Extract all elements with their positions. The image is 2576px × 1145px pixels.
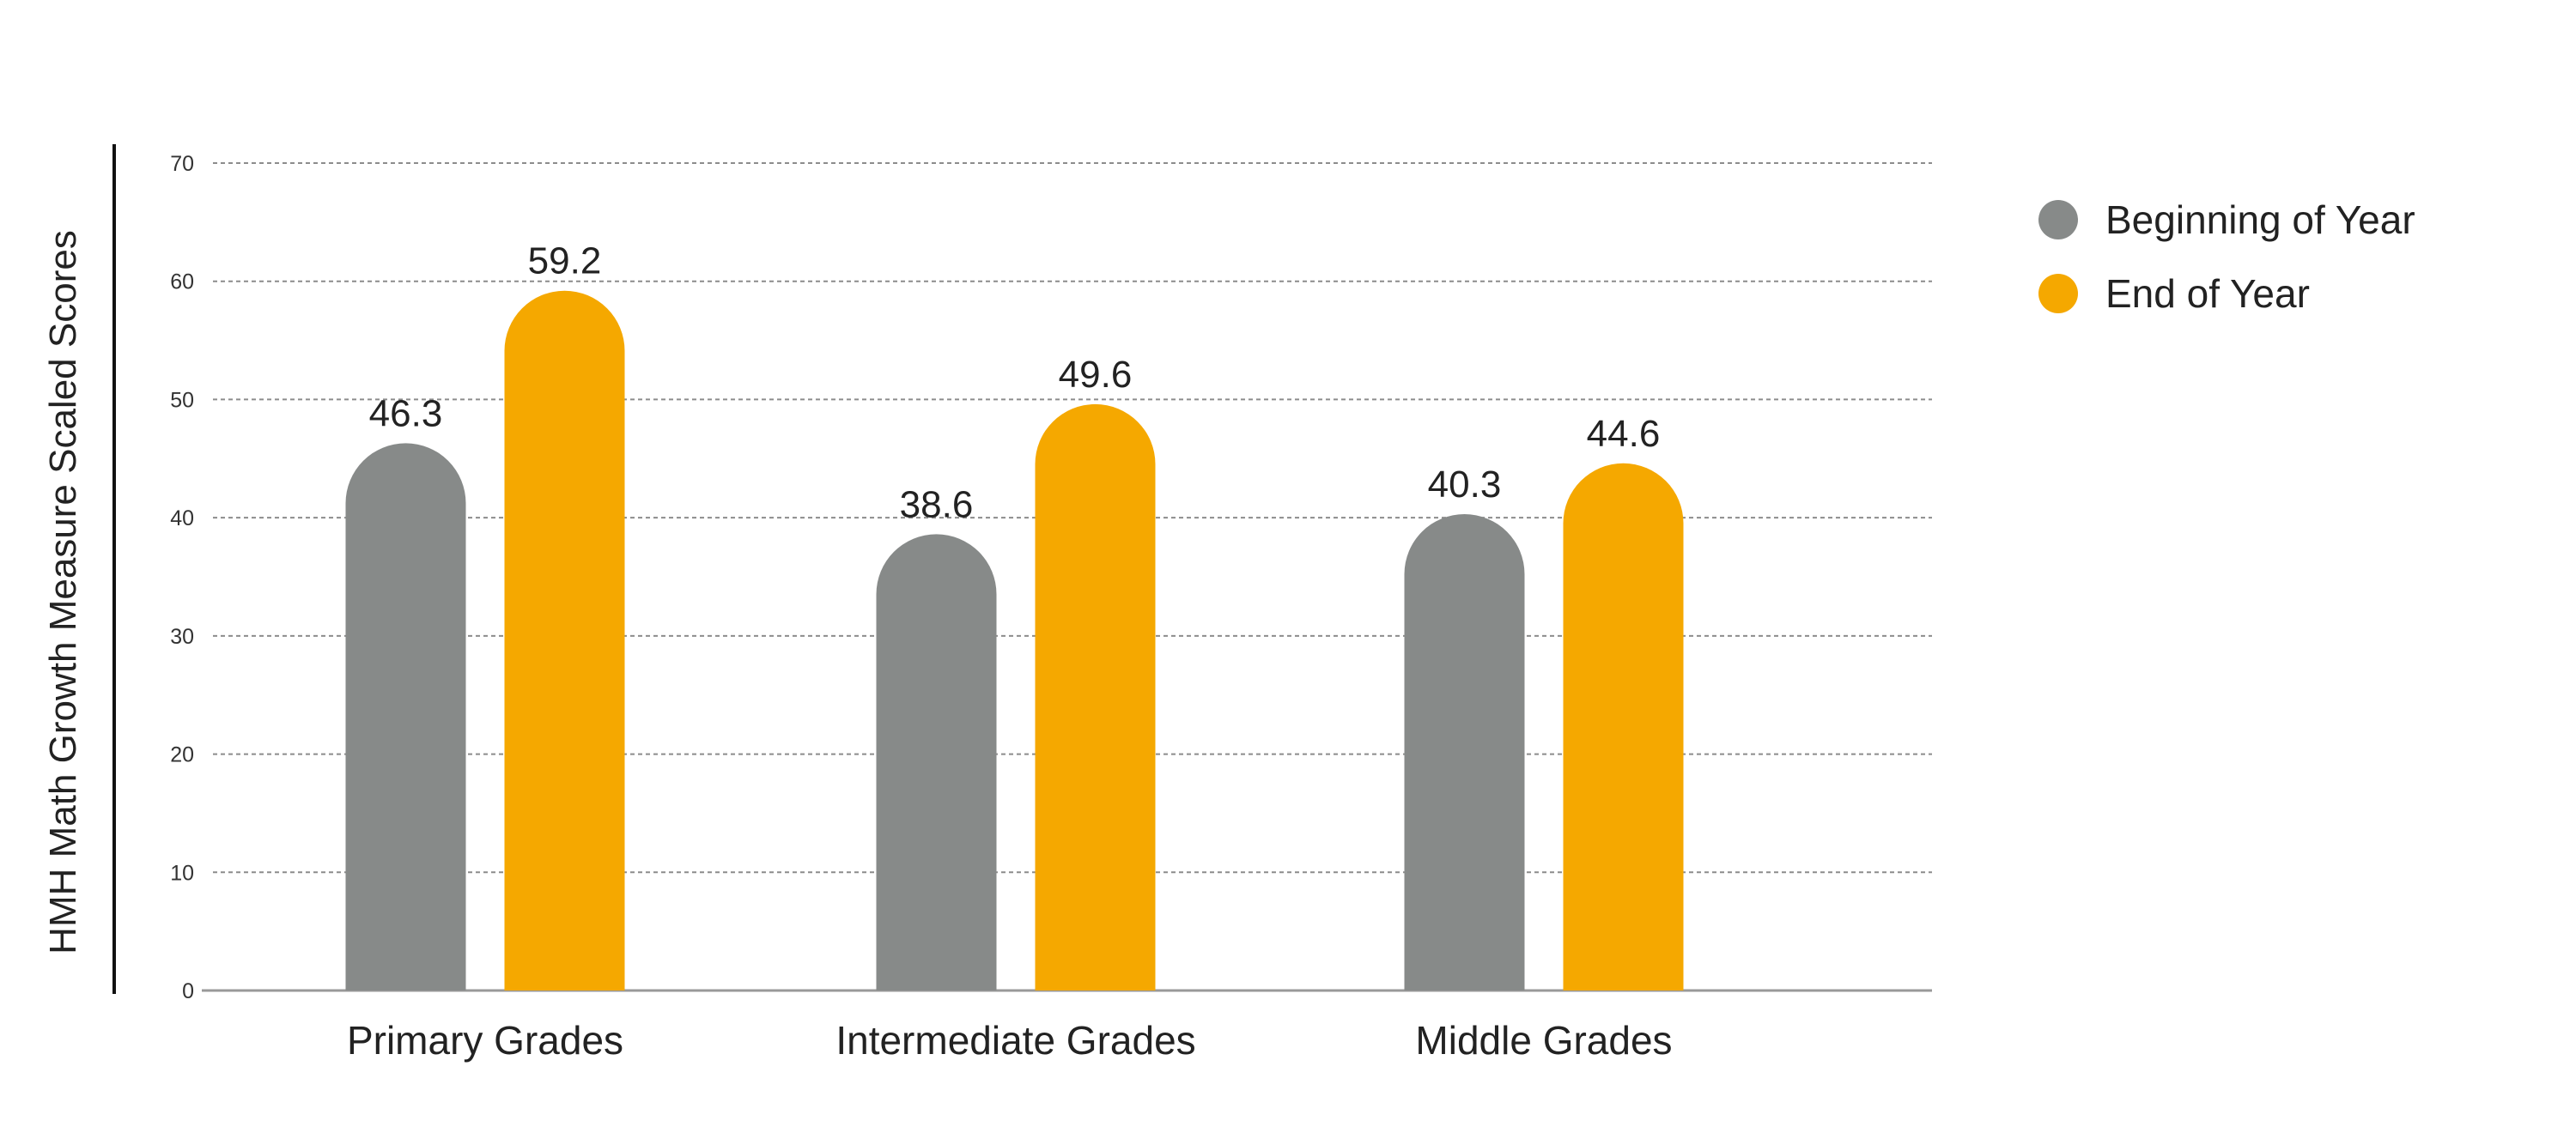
data-label: 40.3 (1428, 463, 1502, 506)
y-tick-label: 0 (182, 979, 194, 1003)
data-label: 46.3 (369, 392, 443, 434)
y-tick-label: 70 (170, 152, 194, 176)
bar (876, 534, 997, 991)
bar (1035, 403, 1156, 991)
x-tick-label: Primary Grades (347, 1018, 623, 1063)
bar (504, 290, 625, 991)
y-tick-label: 50 (170, 388, 194, 412)
y-tick-labels: 0 10 20 30 40 50 60 70 (170, 152, 194, 1003)
y-tick-label: 20 (170, 743, 194, 767)
data-label: 38.6 (900, 483, 974, 525)
y-tick-label: 40 (170, 506, 194, 530)
y-tick-label: 30 (170, 625, 194, 649)
legend-label: End of Year (2105, 271, 2310, 316)
legend-swatch (2038, 200, 2078, 239)
data-label: 44.6 (1587, 413, 1661, 455)
bar (1563, 463, 1684, 991)
y-axis-title: HMH Math Growth Measure Scaled Scores (42, 230, 84, 954)
x-tick-label: Middle Grades (1415, 1018, 1672, 1063)
x-tick-label: Intermediate Grades (835, 1018, 1195, 1063)
bars (345, 290, 1684, 991)
legend-label: Beginning of Year (2105, 197, 2415, 242)
x-tick-labels: Primary Grades Intermediate Grades Middle … (347, 1018, 1673, 1063)
legend: Beginning of Year End of Year (2038, 197, 2415, 316)
data-labels: 46.3 59.2 38.6 49.6 40.3 44.6 (369, 240, 1661, 526)
data-label: 59.2 (528, 240, 602, 282)
bar (345, 443, 466, 991)
y-tick-label: 60 (170, 270, 194, 294)
legend-swatch (2038, 274, 2078, 313)
bar (1404, 514, 1525, 991)
data-label: 49.6 (1059, 354, 1133, 396)
y-tick-label: 10 (170, 861, 194, 885)
